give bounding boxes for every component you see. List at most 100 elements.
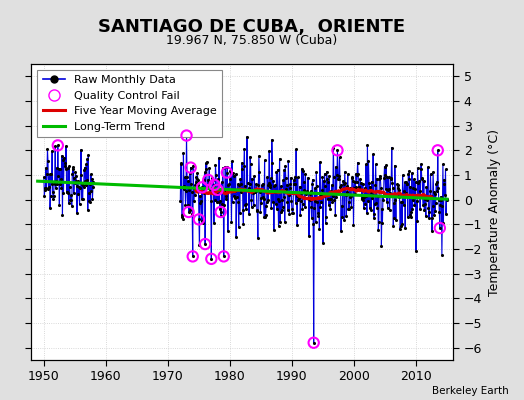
Point [354,184,363,190]
Point [47,171,55,177]
Point [277,209,285,215]
Point [66,184,74,190]
Point [348,174,357,180]
Point [373,176,381,182]
Point [70,190,78,196]
Point [310,205,319,211]
Point [375,218,383,225]
Point [350,185,358,192]
Point [428,215,436,221]
Point [322,168,331,175]
Point [58,152,66,159]
Point [416,188,424,194]
Point [424,205,433,212]
Point [425,214,433,221]
Point [370,201,379,207]
Point [85,198,93,204]
Point [223,164,232,170]
Point [354,171,362,178]
Point [208,185,216,192]
Point [203,184,211,191]
Point [223,169,231,176]
Point [235,224,243,230]
Point [373,205,381,212]
Point [288,206,296,213]
Point [346,194,355,201]
Point [43,170,51,177]
Point [67,192,75,199]
Point [264,197,272,204]
Point [401,225,409,232]
Point [384,187,392,193]
Point [252,188,260,194]
Point [215,154,223,161]
Point [220,253,228,260]
Point [88,176,96,182]
Point [210,219,218,226]
Point [57,176,65,182]
Point [308,215,316,222]
Point [77,146,85,153]
Point [269,199,277,205]
Point [319,240,327,246]
Point [320,193,328,199]
Point [412,197,421,204]
Point [63,188,71,195]
Point [378,220,387,226]
Point [272,200,280,207]
Point [47,180,56,187]
Point [43,146,52,152]
Point [385,185,394,192]
Point [286,185,294,192]
Point [249,190,257,196]
Point [82,182,90,188]
Point [319,178,328,184]
Point [430,189,438,195]
Point [390,215,399,221]
Point [194,182,203,188]
Point [199,178,208,184]
Point [60,160,69,166]
Point [182,188,190,194]
Point [366,205,374,211]
Point [246,160,255,167]
Point [338,214,346,220]
Point [79,195,87,202]
Point [231,195,239,201]
Point [188,211,196,217]
Point [440,181,449,188]
Point [219,165,227,171]
Point [396,226,404,232]
Point [189,253,197,260]
Point [369,211,378,217]
Point [344,171,352,177]
Point [288,210,297,216]
Point [438,252,446,258]
Point [370,215,378,222]
Point [430,190,439,197]
Point [277,207,286,214]
Point [189,253,197,260]
Point [198,184,206,190]
Point [399,202,408,208]
Point [299,168,308,174]
Point [195,216,203,223]
Point [418,176,426,182]
Point [371,182,379,188]
Point [211,162,220,168]
Point [343,189,351,196]
Point [208,175,216,182]
Point [323,196,332,202]
Point [224,228,232,234]
Point [46,171,54,178]
Point [419,202,428,209]
Point [262,202,270,209]
Point [41,187,50,193]
Point [86,171,95,178]
Point [56,181,64,188]
Point [275,223,283,229]
Point [305,233,313,240]
Y-axis label: Temperature Anomaly (°C): Temperature Anomaly (°C) [488,128,501,296]
Point [250,173,258,179]
Point [328,182,336,188]
